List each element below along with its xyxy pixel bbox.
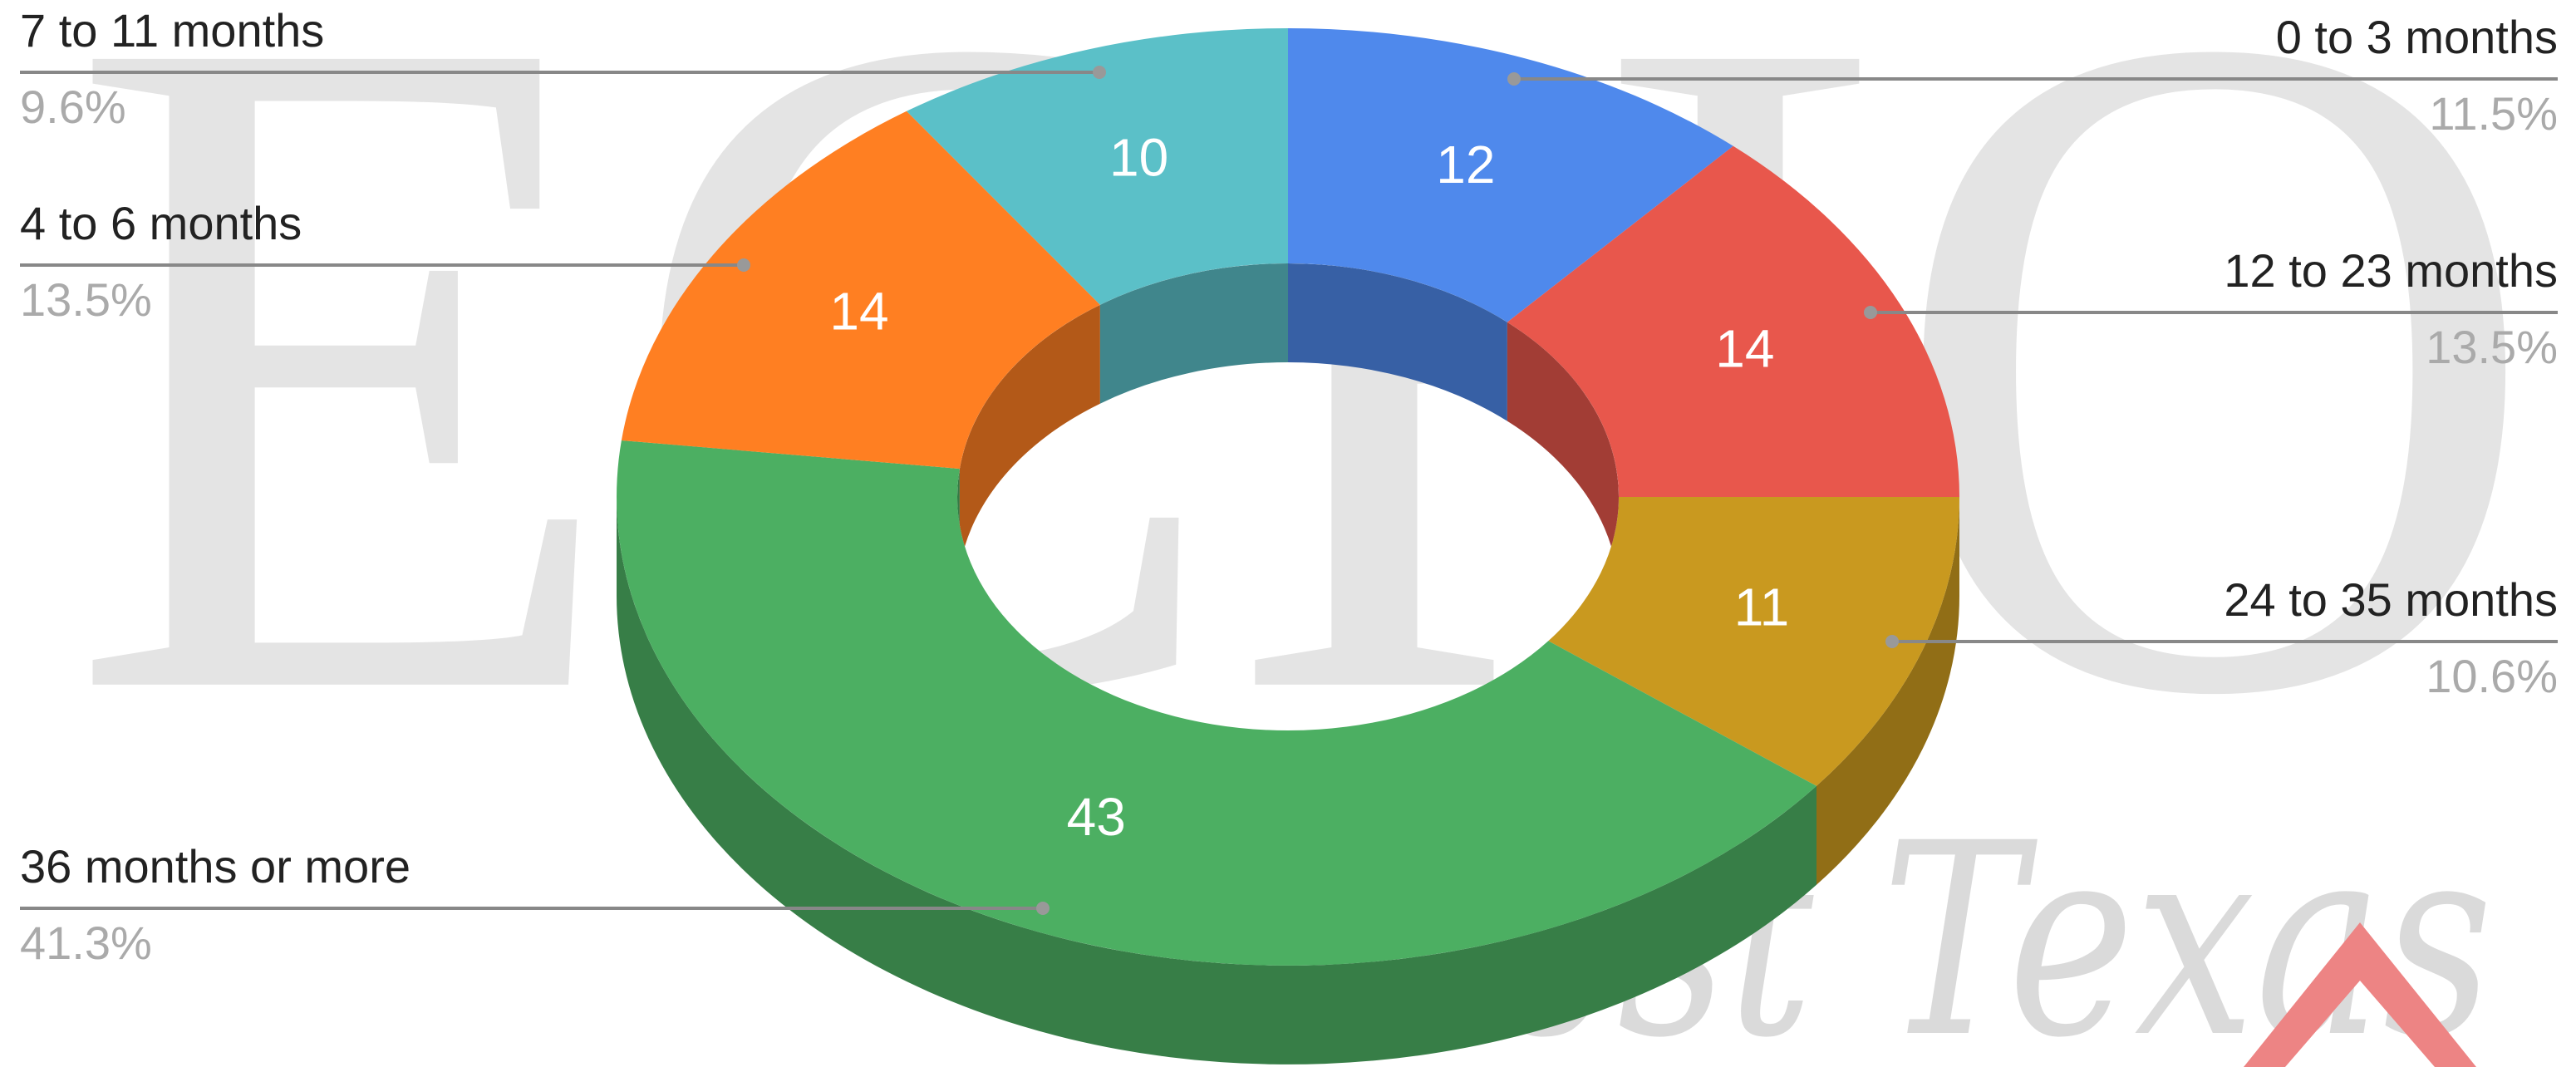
slice-inner (1288, 263, 1507, 421)
slice (1288, 28, 1733, 322)
leader-dot (1864, 306, 1877, 319)
category-label: 24 to 35 months (2224, 573, 2558, 626)
data-label: 12 (1436, 135, 1495, 194)
inner-wall (957, 263, 1619, 596)
leader-dot (737, 258, 750, 272)
leader-dot (1036, 902, 1050, 915)
slice-inner (959, 304, 1100, 568)
percent-label: 11.5% (2429, 87, 2558, 140)
category-label: 36 months or more (20, 840, 410, 892)
slice-side (1816, 497, 1959, 885)
percent-label: 10.6% (2426, 650, 2558, 702)
data-label: 43 (1067, 787, 1126, 847)
slice (1548, 497, 1959, 786)
slice (907, 27, 1288, 305)
slice (621, 111, 1100, 470)
data-label: 10 (1109, 128, 1168, 188)
leader-dot (1507, 72, 1521, 86)
slice-inner (1099, 263, 1288, 404)
percent-label: 9.6% (20, 81, 126, 133)
slice-side (617, 497, 1816, 1065)
percent-label: 13.5% (2426, 321, 2558, 373)
data-label: 14 (829, 281, 888, 341)
category-label: 0 to 3 months (2276, 11, 2558, 63)
category-label: 12 to 23 months (2224, 244, 2558, 297)
leader-dot (1885, 635, 1899, 648)
labels: 12 14 11 43 14 10 0 to 3 months 11.5% 12 to 23 m… (20, 4, 2558, 969)
slice-inner (1507, 322, 1619, 596)
donut (617, 27, 1959, 1065)
data-label: 11 (1734, 578, 1789, 637)
category-label: 7 to 11 months (20, 4, 324, 57)
percent-label: 13.5% (20, 273, 152, 326)
data-label: 14 (1715, 319, 1774, 379)
slice (1507, 145, 1959, 498)
percent-label: 41.3% (20, 917, 152, 969)
logo (2244, 922, 2476, 1067)
leader-dot (1093, 66, 1106, 79)
category-label: 4 to 6 months (20, 197, 302, 249)
slice (617, 440, 1817, 966)
